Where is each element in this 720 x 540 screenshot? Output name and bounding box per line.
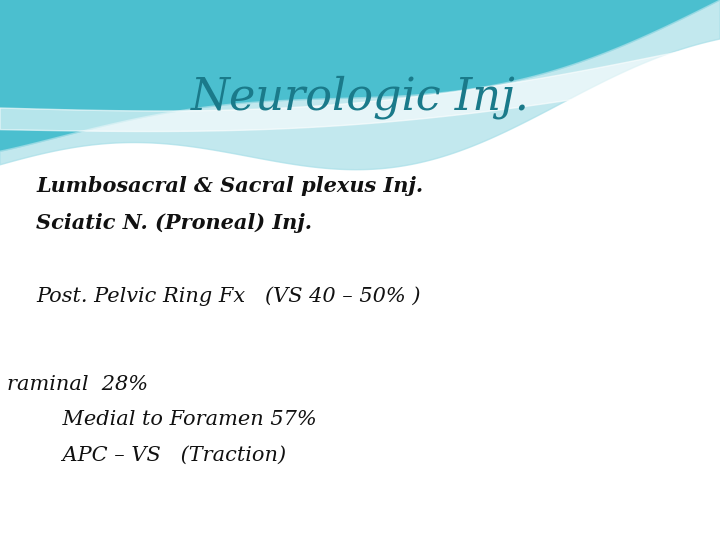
Polygon shape — [0, 0, 720, 151]
Polygon shape — [0, 0, 720, 170]
Text: APC – VS   (Traction): APC – VS (Traction) — [36, 446, 286, 464]
Text: Neurologic Inj.: Neurologic Inj. — [191, 76, 529, 119]
Text: Sciatic N. (Proneal) Inj.: Sciatic N. (Proneal) Inj. — [36, 213, 312, 233]
Text: Medial to Foramen 57%: Medial to Foramen 57% — [36, 410, 317, 429]
Text: Lumbosacral & Sacral plexus Inj.: Lumbosacral & Sacral plexus Inj. — [36, 176, 423, 195]
Polygon shape — [0, 43, 720, 132]
Text: Post. Pelvic Ring Fx   (VS 40 – 50% ): Post. Pelvic Ring Fx (VS 40 – 50% ) — [36, 286, 420, 306]
Polygon shape — [0, 0, 324, 97]
Text: raminal  28%: raminal 28% — [7, 375, 148, 394]
